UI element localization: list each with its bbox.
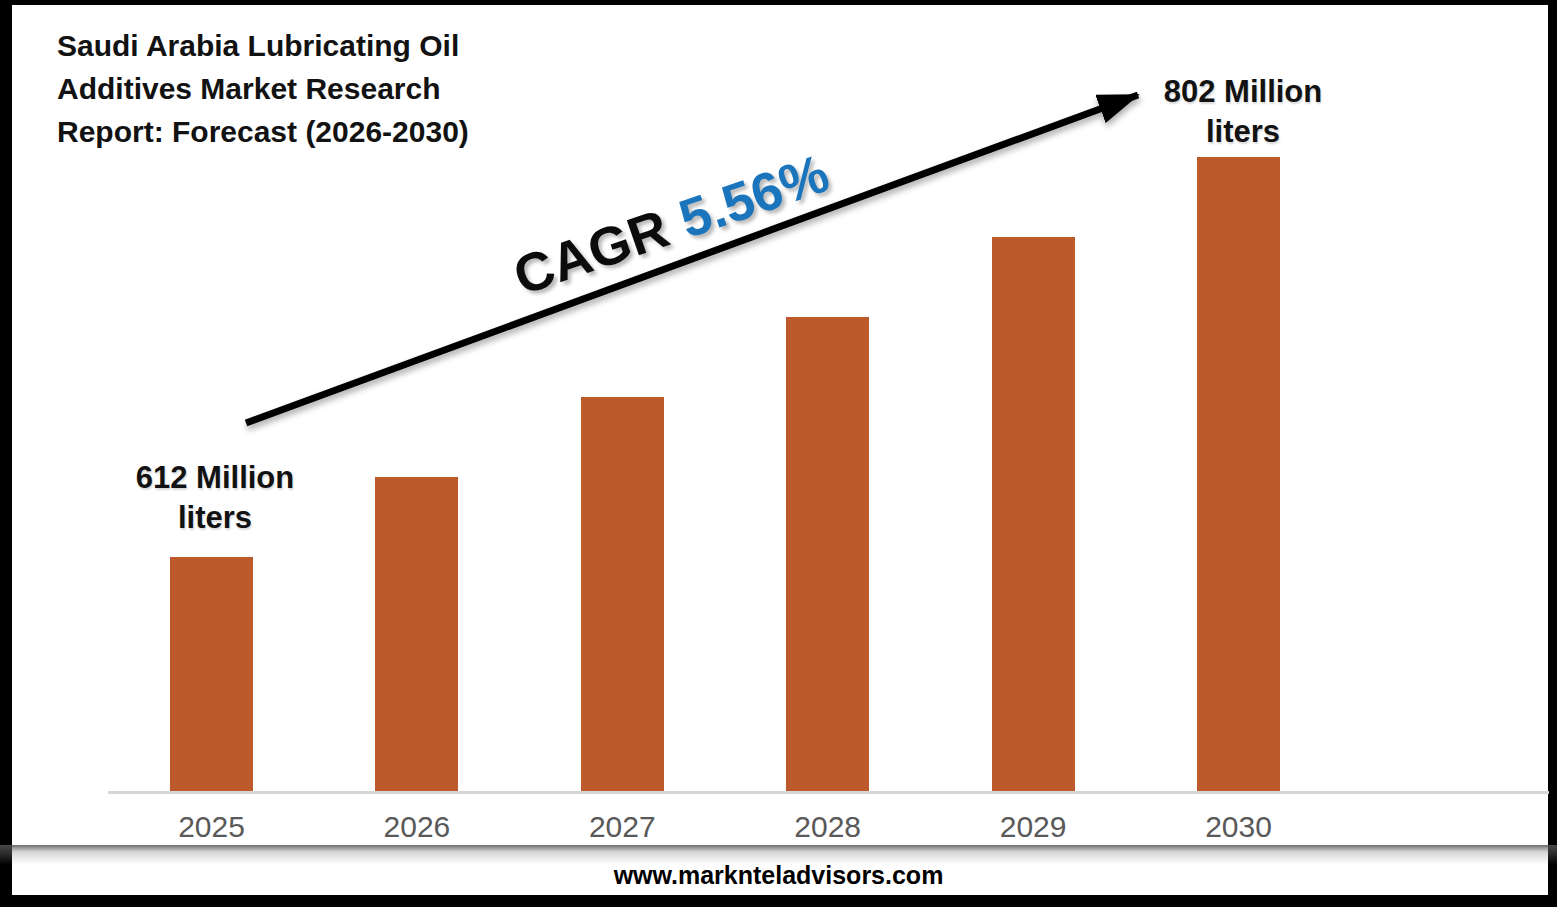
bar-2027 <box>581 397 664 793</box>
first-bar-value-label: 612 Million liters <box>115 458 315 538</box>
footer-bar: www.marknteladvisors.com <box>0 861 1557 890</box>
x-tick-2028: 2028 <box>758 810 898 844</box>
bar-2030 <box>1197 157 1280 793</box>
bottom-black-bar <box>0 895 1557 907</box>
x-axis-line <box>108 791 1549 794</box>
bar-2029 <box>992 237 1075 793</box>
bar-2028 <box>786 317 869 793</box>
chart-canvas: Saudi Arabia Lubricating Oil Additives M… <box>0 0 1557 907</box>
x-tick-2025: 2025 <box>142 810 282 844</box>
x-tick-2026: 2026 <box>347 810 487 844</box>
x-tick-2027: 2027 <box>552 810 692 844</box>
bar-2025 <box>170 557 253 793</box>
last-bar-value-label: 802 Million liters <box>1143 72 1343 152</box>
website-url: www.marknteladvisors.com <box>614 861 944 889</box>
x-tick-2029: 2029 <box>963 810 1103 844</box>
x-tick-2030: 2030 <box>1169 810 1309 844</box>
bar-2026 <box>375 477 458 793</box>
